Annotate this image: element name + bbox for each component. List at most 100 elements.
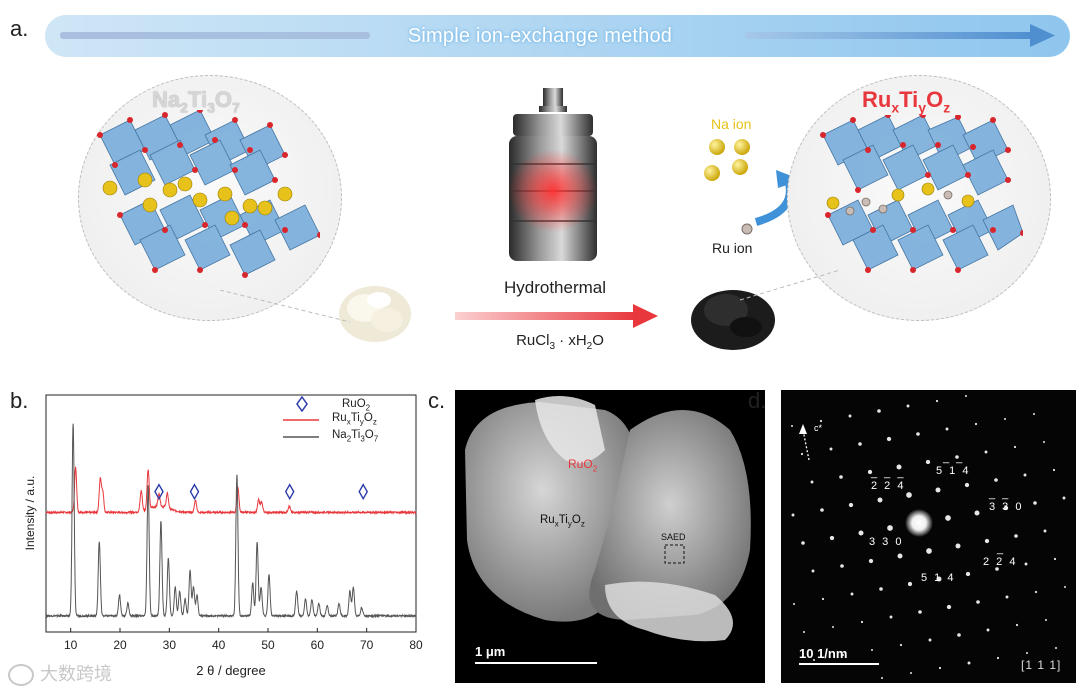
tem-image: RuO2 RuxTiyOz SAED 1 μm xyxy=(455,390,765,683)
hydrothermal-label: Hydrothermal xyxy=(503,278,607,297)
diffraction-spot xyxy=(938,666,942,670)
diffraction-spot xyxy=(829,535,835,541)
ru-ion-icon xyxy=(741,223,753,235)
diffraction-spot xyxy=(819,419,823,423)
series-line-ruxtiyoz xyxy=(45,466,417,516)
formula-part: Ti xyxy=(899,87,919,112)
reagent-part: · xH xyxy=(555,332,587,349)
label-part: RuO xyxy=(568,457,593,471)
spot-bar-2: _ _ xyxy=(943,452,965,464)
legend-part: O xyxy=(364,429,374,441)
diffraction-spot xyxy=(1024,562,1028,566)
zone-axis-label: [1 1 1] xyxy=(1021,658,1062,672)
diffraction-spot xyxy=(829,447,833,451)
spot-label-1: 2 2 4 xyxy=(871,480,906,492)
diffraction-spot xyxy=(842,654,844,656)
diffraction-spot xyxy=(1034,590,1038,594)
na2ti3o7-structure-circle xyxy=(78,75,342,321)
ruo2-marker xyxy=(284,483,295,501)
legend-sub: 3 xyxy=(360,434,365,444)
label-sub: x xyxy=(554,519,559,529)
diffraction-spot xyxy=(821,597,825,601)
diffraction-spot xyxy=(918,610,922,614)
diffraction-spot xyxy=(935,399,939,403)
diffraction-spot xyxy=(996,656,1000,660)
diffraction-spot xyxy=(926,548,932,554)
panel-b-letter: b. xyxy=(10,388,29,413)
ruo2-marker xyxy=(154,483,164,501)
diffraction-spot xyxy=(907,581,913,587)
formula-part: Ti xyxy=(187,87,208,112)
panel-d-letter: d. xyxy=(748,388,767,413)
diffraction-spot xyxy=(886,436,892,442)
spot-bar-3: _ _ xyxy=(989,488,1011,500)
reagent-label: RuCl3 · xH2O xyxy=(470,332,650,352)
diffraction-spot xyxy=(1045,619,1047,621)
diffraction-spot xyxy=(906,492,912,498)
label-sub: y xyxy=(567,519,572,529)
na2ti3o7-crystal-structure xyxy=(97,110,320,278)
formula-part: O xyxy=(214,87,232,112)
diffraction-spot xyxy=(791,513,795,517)
diffraction-spot xyxy=(1052,468,1056,472)
diffraction-spot xyxy=(916,432,920,436)
x-tick-label: 70 xyxy=(360,638,374,652)
dashed-leader-left xyxy=(220,290,350,323)
diffraction-spot xyxy=(1062,496,1066,500)
diffraction-spot xyxy=(910,672,912,674)
reagent-sub: 2 xyxy=(586,341,593,352)
tem-ruxtiyoz-label: RuxTiyOz xyxy=(540,514,585,528)
saed-scale-label: 10 1/nm xyxy=(799,646,848,661)
legend-na2ti3o7-label: Na2Ti3O7 xyxy=(332,429,378,443)
label-part: O xyxy=(571,514,581,526)
banner-title: Simple ion-exchange method xyxy=(407,25,673,47)
legend-part: Na xyxy=(332,429,347,441)
legend-ruo2-marker xyxy=(296,396,308,412)
legend-ruo2-label: RuO2 xyxy=(342,398,370,412)
diffraction-spot xyxy=(1015,623,1019,627)
banner-arrow xyxy=(45,15,1070,57)
diffraction-spot xyxy=(1026,652,1028,654)
ruo2-marker xyxy=(358,483,369,501)
label-sub: z xyxy=(580,519,585,529)
formula-sub: x xyxy=(891,99,900,116)
diffraction-spot xyxy=(793,603,795,605)
diffraction-spot xyxy=(811,569,815,573)
diffraction-spot xyxy=(1033,501,1037,505)
x-tick-label: 60 xyxy=(311,638,325,652)
dashed-leader-right xyxy=(740,270,840,301)
diffraction-spot xyxy=(974,422,978,426)
diffraction-spot xyxy=(928,638,932,642)
diffraction-spot xyxy=(858,530,864,536)
plot-frame xyxy=(45,394,417,633)
xrd-chart: 10 20 30 40 50 60 70 80 2 θ / degree Intensity … xyxy=(23,394,423,678)
diffraction-spot xyxy=(871,649,873,651)
diffraction-spot xyxy=(879,587,883,591)
reagent-part: RuCl xyxy=(516,332,550,349)
diffraction-spot xyxy=(1013,445,1017,449)
legend-part: O xyxy=(363,412,373,424)
diffraction-spot xyxy=(955,455,959,459)
autoclave-icon xyxy=(508,88,598,261)
diffraction-spot xyxy=(813,659,815,661)
diffraction-spot xyxy=(994,478,998,482)
spot-bar-5: _ xyxy=(997,543,1006,555)
x-tick-label: 20 xyxy=(113,638,127,652)
formula-sub: z xyxy=(943,99,951,116)
tem-ruo2-label: RuO2 xyxy=(568,457,597,473)
legend-ruxtiyoz-line xyxy=(283,419,319,421)
legend-part: Ti xyxy=(351,429,361,441)
diffraction-spot xyxy=(803,631,805,633)
black-powder-image xyxy=(691,290,775,350)
saed-label: SAED xyxy=(661,532,686,542)
white-powder-image xyxy=(339,286,411,342)
watermark-text: 大数跨境 xyxy=(40,664,112,685)
diffraction-spot xyxy=(889,615,893,619)
legend-sub: 2 xyxy=(365,403,371,413)
legend-part: Ti xyxy=(350,412,360,424)
panel-a-letter: a. xyxy=(10,16,29,41)
diffraction-spot xyxy=(850,592,854,596)
reagent-part: O xyxy=(592,332,604,349)
spot-label-4: 3 3 0 xyxy=(869,536,904,548)
x-tick-label: 30 xyxy=(163,638,177,652)
